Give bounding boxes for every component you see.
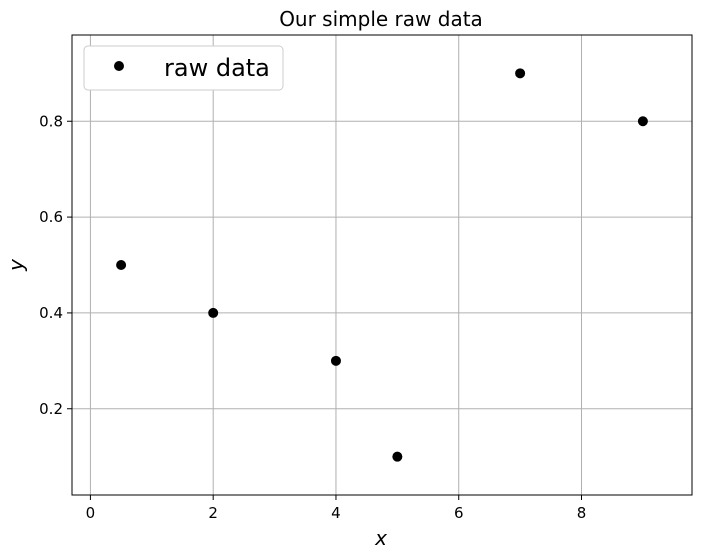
x-tick-label: 2 [208, 504, 218, 522]
grid [72, 35, 692, 495]
chart-title: Our simple raw data [279, 7, 483, 31]
data-point [208, 307, 219, 318]
x-tick-label: 6 [454, 504, 464, 522]
x-tick-label: 8 [577, 504, 587, 522]
y-axis-label: y [4, 258, 28, 272]
x-axis: 0 2 4 6 8 [86, 495, 587, 522]
legend: raw data [83, 45, 284, 91]
y-tick-label: 0.2 [39, 400, 63, 418]
y-tick-label: 0.4 [39, 304, 63, 322]
data-point [392, 451, 403, 462]
data-point [637, 116, 648, 127]
data-point [330, 355, 341, 366]
y-tick-label: 0.8 [39, 112, 63, 130]
data-point [515, 68, 526, 79]
y-tick-label: 0.6 [39, 208, 63, 226]
plot-area [71, 34, 693, 496]
x-tick-label: 0 [86, 504, 96, 522]
legend-label: raw data [164, 54, 270, 82]
data-points [116, 68, 648, 462]
y-axis: 0.2 0.4 0.6 0.8 [39, 112, 72, 418]
legend-marker [114, 61, 124, 71]
legend-box [83, 45, 284, 91]
x-axis-label: x [374, 526, 387, 550]
x-tick-label: 4 [331, 504, 341, 522]
data-point [116, 260, 127, 270]
